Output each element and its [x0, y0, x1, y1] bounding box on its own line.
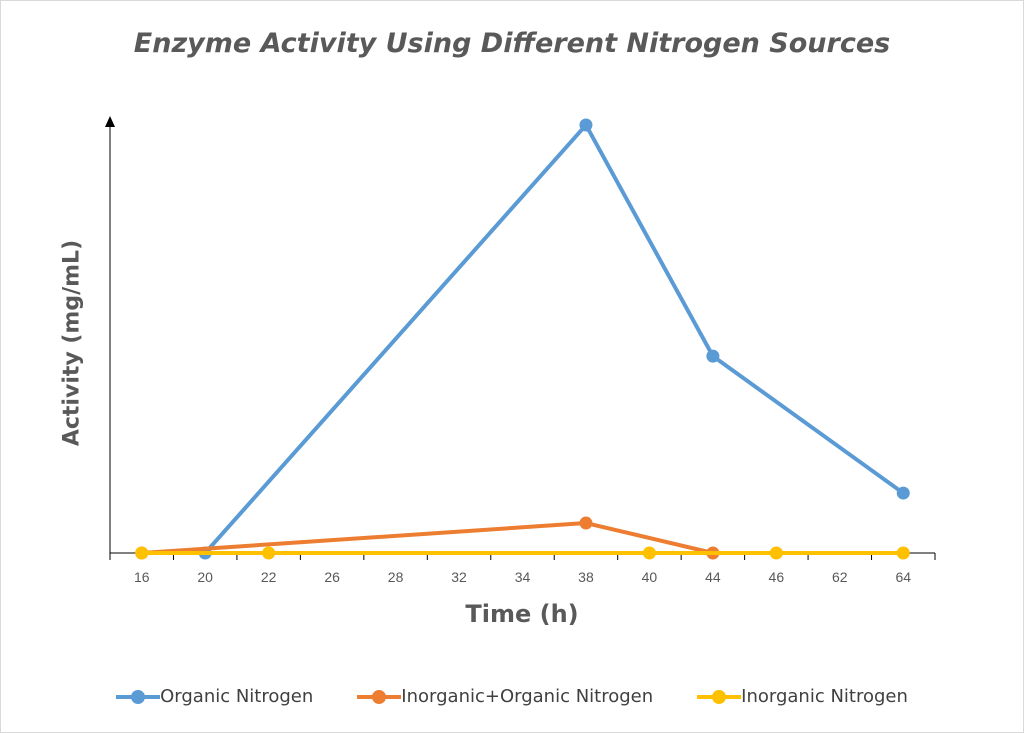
series-1-point — [896, 486, 910, 500]
legend-label: Inorganic+Organic Nitrogen — [401, 686, 654, 707]
legend-item: Inorganic+Organic Nitrogen — [357, 686, 653, 707]
series-1-point — [706, 349, 720, 363]
y-axis-arrowhead — [105, 116, 115, 127]
x-tick-label: 22 — [261, 569, 277, 585]
x-tick-label: 32 — [451, 569, 467, 585]
x-tick-label: 38 — [578, 569, 594, 585]
x-tick-label: 46 — [769, 569, 785, 585]
legend-swatch — [697, 689, 742, 704]
series-line-1 — [203, 123, 905, 555]
series-3-point — [769, 546, 783, 560]
x-tick-label: 28 — [388, 569, 404, 585]
legend-label: Inorganic Nitrogen — [741, 686, 908, 707]
x-tick-label: 62 — [832, 569, 848, 585]
series-3-point — [135, 546, 149, 560]
chart-title: Enzyme Activity Using Different Nitrogen… — [133, 28, 891, 59]
legend-item: Inorganic Nitrogen — [697, 686, 908, 707]
x-tick-label: 26 — [324, 569, 340, 585]
legend: Organic Nitrogen Inorganic+Organic Nitrog… — [0, 686, 1024, 707]
legend-swatch — [357, 689, 402, 704]
x-tick-label: 16 — [134, 569, 150, 585]
x-tick-label: 34 — [515, 569, 531, 585]
x-tick-label: 40 — [642, 569, 658, 585]
series-3-point — [262, 546, 276, 560]
x-tick-label: 44 — [705, 569, 721, 585]
series-1-point — [579, 118, 593, 132]
x-tick-label: 64 — [895, 569, 911, 585]
x-tick-label: 20 — [197, 569, 213, 585]
x-axis-label: Time (h) — [465, 600, 579, 628]
legend-label: Organic Nitrogen — [160, 686, 314, 707]
series-2-point — [579, 516, 593, 530]
legend-swatch — [116, 689, 161, 704]
legend-item: Organic Nitrogen — [116, 686, 313, 707]
series-3-point — [896, 546, 910, 560]
series-3-point — [642, 546, 656, 560]
